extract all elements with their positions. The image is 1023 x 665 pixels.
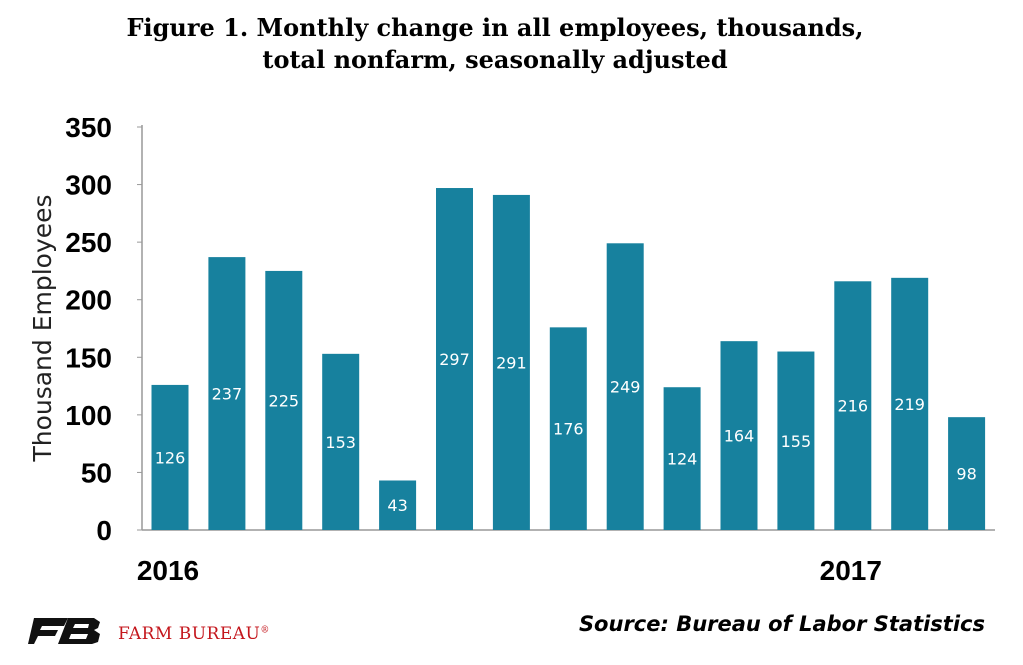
bar [720, 341, 758, 530]
bar-data-label: 164 [724, 427, 755, 446]
bar [948, 417, 986, 530]
source-note: Source: Bureau of Labor Statistics [578, 612, 985, 636]
x-year-label: 2017 [820, 555, 882, 586]
bar-data-label: 126 [155, 448, 186, 467]
chart-title: Figure 1. Monthly change in all employee… [0, 12, 990, 76]
bar-data-label: 98 [956, 465, 976, 484]
y-tick-label: 350 [65, 112, 112, 143]
bar [379, 480, 417, 530]
bar-data-label: 216 [838, 397, 869, 416]
y-tick-label: 200 [65, 285, 112, 316]
bar [891, 277, 929, 530]
y-tick-label: 150 [65, 342, 112, 373]
bar [265, 270, 303, 530]
bar-data-label: 153 [325, 433, 356, 452]
x-year-label: 2016 [137, 555, 199, 586]
bar-data-label: 237 [212, 385, 243, 404]
bar [663, 387, 701, 530]
brand-registered-mark: ® [260, 625, 270, 636]
y-axis-label: Thousand Employees [28, 194, 57, 462]
bar-data-label: 297 [439, 350, 470, 369]
farm-bureau-logo-icon [28, 618, 100, 644]
bar [606, 243, 644, 530]
brand-name: FARM BUREAU® [118, 624, 270, 644]
bar [322, 353, 360, 530]
y-tick-label: 100 [65, 400, 112, 431]
chart-title-line1: Figure 1. Monthly change in all employee… [126, 13, 864, 42]
bar-data-label: 124 [667, 450, 698, 469]
bar [492, 194, 530, 531]
bar-data-label: 219 [894, 395, 925, 414]
bar-chart: 0 50 100 150 200 250 300 350 Thousand Employees 1… [28, 112, 995, 586]
bar [834, 281, 872, 530]
bar-data-label: 155 [781, 432, 812, 451]
y-tick-label: 300 [65, 170, 112, 201]
chart-title-line2: total nonfarm, seasonally adjusted [262, 45, 728, 74]
bar-data-label: 225 [269, 391, 300, 410]
bar-data-label: 43 [387, 496, 407, 515]
bar [549, 327, 587, 530]
bar-data-label: 176 [553, 420, 584, 439]
bar [208, 257, 246, 530]
bar-data-label: 291 [496, 353, 527, 372]
bar [151, 384, 189, 530]
bar [777, 351, 815, 530]
y-tick-label: 50 [81, 457, 112, 488]
bar [436, 188, 473, 531]
y-tick-label: 0 [96, 515, 112, 546]
y-tick-label: 250 [65, 227, 112, 258]
brand-text: FARM BUREAU [118, 624, 261, 644]
bar-data-label: 249 [610, 378, 641, 397]
